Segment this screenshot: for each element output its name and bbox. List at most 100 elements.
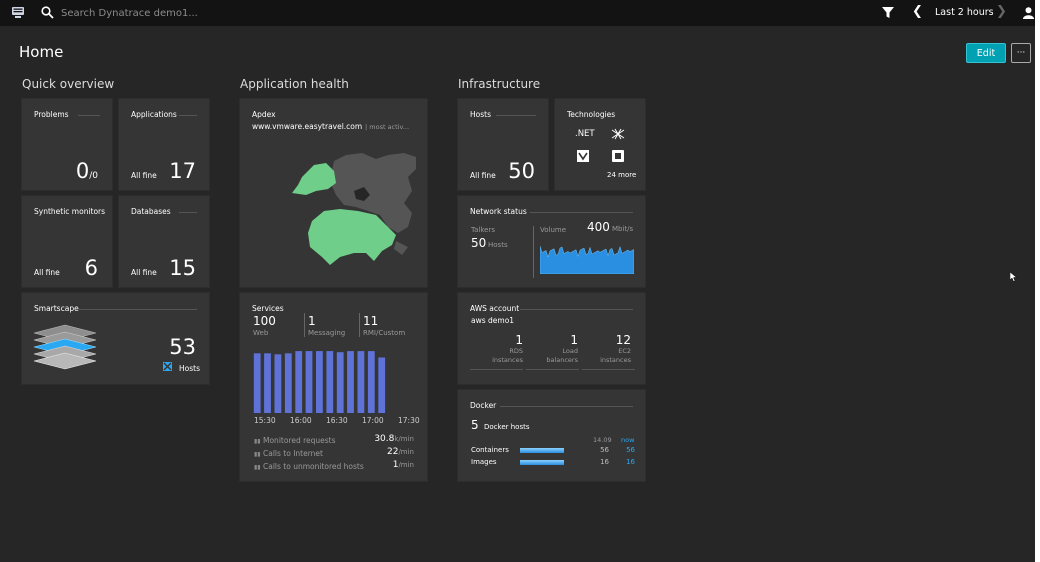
- docker-hosts-label: Docker hosts: [484, 423, 530, 431]
- services-messaging-label: Messaging: [308, 329, 346, 337]
- search-icon[interactable]: [41, 6, 54, 19]
- docker-images-now: 16: [626, 458, 635, 466]
- x-tick-label: 16:00: [290, 416, 312, 425]
- tile-divider: [179, 212, 197, 213]
- tile-title: Technologies: [567, 110, 616, 119]
- tile-title: Applications: [131, 110, 177, 119]
- network-volume-area: [540, 245, 634, 274]
- search-input[interactable]: [61, 4, 261, 22]
- status-text: All fine: [470, 171, 496, 180]
- metric-value: 1/min: [392, 460, 414, 470]
- hosts-count: 50: [508, 159, 535, 183]
- synthetic-monitors-tile[interactable]: Synthetic monitors All fine 6: [21, 195, 113, 288]
- metric-monitored-requests: ▮▮ Monitored requests: [254, 436, 336, 445]
- user-icon[interactable]: [1023, 7, 1034, 19]
- network-status-tile[interactable]: Network status Talkers 50 Hosts Volume 4…: [457, 195, 646, 288]
- databases-tile[interactable]: Databases All fine 15: [118, 195, 210, 288]
- docker-tile[interactable]: Docker 5 Docker hosts 14.09 now Containe…: [457, 389, 646, 482]
- container-technology-icon: [612, 150, 624, 162]
- metric-chart-icon: ▮▮: [254, 438, 261, 445]
- services-rmi-label: RMI/Custom: [363, 329, 406, 337]
- world-map-north-america: [292, 153, 416, 265]
- tile-title: Network status: [470, 207, 527, 216]
- technologies-tile[interactable]: Technologies .NET 24 more: [554, 98, 646, 191]
- metric-chart-icon: ▮▮: [254, 464, 261, 471]
- services-bar: [336, 352, 344, 413]
- services-bar: [357, 351, 365, 413]
- aws-rds-stat: 1 RDS instances: [492, 333, 523, 364]
- synthetic-monitors-count: 6: [84, 256, 98, 280]
- services-bar: [305, 351, 313, 413]
- applications-tile[interactable]: Applications All fine 17: [118, 98, 210, 191]
- x-tick-label: 17:30: [398, 416, 420, 425]
- stat-divider: [359, 313, 360, 337]
- technologies-more[interactable]: 24 more: [607, 171, 637, 179]
- menu-icon[interactable]: [12, 7, 24, 18]
- services-bar: [295, 351, 303, 413]
- metric-value: 22/min: [386, 447, 414, 457]
- apdex-tile[interactable]: Apdex www.vmware.easytravel.com | most a…: [239, 98, 428, 288]
- apdex-app-note: | most activ...: [365, 123, 410, 131]
- status-text: All fine: [34, 268, 60, 277]
- services-bar: [253, 353, 261, 413]
- databases-count: 15: [169, 256, 196, 280]
- smartscape-hosts-count: 53: [169, 335, 196, 359]
- metric-value: 30.8k/min: [374, 434, 414, 444]
- docker-containers-bar: [520, 448, 564, 453]
- filter-icon[interactable]: [882, 7, 894, 19]
- more-options-button[interactable]: ···: [1011, 43, 1031, 63]
- volume-unit: Mbit/s: [612, 225, 634, 233]
- section-title-quick-overview: Quick overview: [22, 77, 115, 91]
- top-bar: ❮ Last 2 hours ❯: [0, 0, 1035, 26]
- services-bar: [274, 354, 282, 413]
- tile-title: Synthetic monitors: [34, 207, 106, 216]
- services-bar: [284, 353, 292, 413]
- tile-divider: [530, 212, 633, 213]
- services-bar: [378, 357, 386, 413]
- aws-account-name: aws demo1: [471, 316, 515, 325]
- x-tick-label: 17:00: [362, 416, 384, 425]
- tile-divider: [520, 309, 633, 310]
- services-bar: [316, 351, 323, 413]
- chevron-left-icon[interactable]: ❮: [912, 4, 923, 19]
- chevron-right-icon[interactable]: ❯: [996, 4, 1007, 19]
- apdex-app-name[interactable]: www.vmware.easytravel.com: [252, 122, 363, 131]
- services-web-label: Web: [253, 329, 269, 337]
- tile-divider: [79, 309, 197, 310]
- services-rmi-count: 11: [363, 314, 379, 328]
- services-tile[interactable]: Services 100 Web 1 Messaging 11 RMI/Cust…: [239, 292, 428, 482]
- aws-ec2-stat: 12 EC2 instances: [600, 333, 631, 364]
- timeframe-selector[interactable]: Last 2 hours: [935, 7, 994, 18]
- problems-count: 0/0: [75, 159, 98, 183]
- docker-column-then: 14.09: [593, 436, 612, 444]
- hosts-icon: [163, 362, 172, 371]
- services-bar-chart: [253, 351, 386, 413]
- network-technology-icon: [611, 128, 625, 140]
- docker-images-then: 16: [600, 458, 609, 466]
- hosts-tile[interactable]: Hosts All fine 50: [457, 98, 549, 191]
- aws-account-tile[interactable]: AWS account aws demo1 1 RDS instances 1 …: [457, 292, 646, 385]
- tile-divider: [179, 115, 197, 116]
- talkers-value: 50: [471, 236, 487, 250]
- metric-calls-internet: ▮▮ Calls to Internet: [254, 449, 323, 458]
- stat-underline: [582, 369, 635, 370]
- section-title-infrastructure: Infrastructure: [458, 77, 541, 91]
- section-title-application-health: Application health: [240, 77, 349, 91]
- edit-button[interactable]: Edit: [966, 43, 1006, 63]
- page-title: Home: [19, 43, 64, 61]
- smartscape-tile[interactable]: Smartscape 53 Hosts: [21, 292, 210, 385]
- x-tick-label: 15:30: [254, 416, 276, 425]
- problems-tile[interactable]: Problems 0/0: [21, 98, 113, 191]
- metric-calls-unmonitored: ▮▮ Calls to unmonitored hosts: [254, 462, 364, 471]
- network-divider: [533, 226, 534, 278]
- tile-title: Hosts: [470, 110, 491, 119]
- docker-images-bar: [520, 460, 564, 465]
- tile-divider: [78, 115, 100, 116]
- aws-load-balancers-stat: 1 Load balancers: [546, 333, 578, 364]
- services-web-count: 100: [253, 314, 276, 328]
- applications-count: 17: [169, 159, 196, 183]
- services-bar: [367, 351, 375, 413]
- network-volume-chart: [540, 245, 634, 274]
- tile-title: Services: [252, 304, 284, 313]
